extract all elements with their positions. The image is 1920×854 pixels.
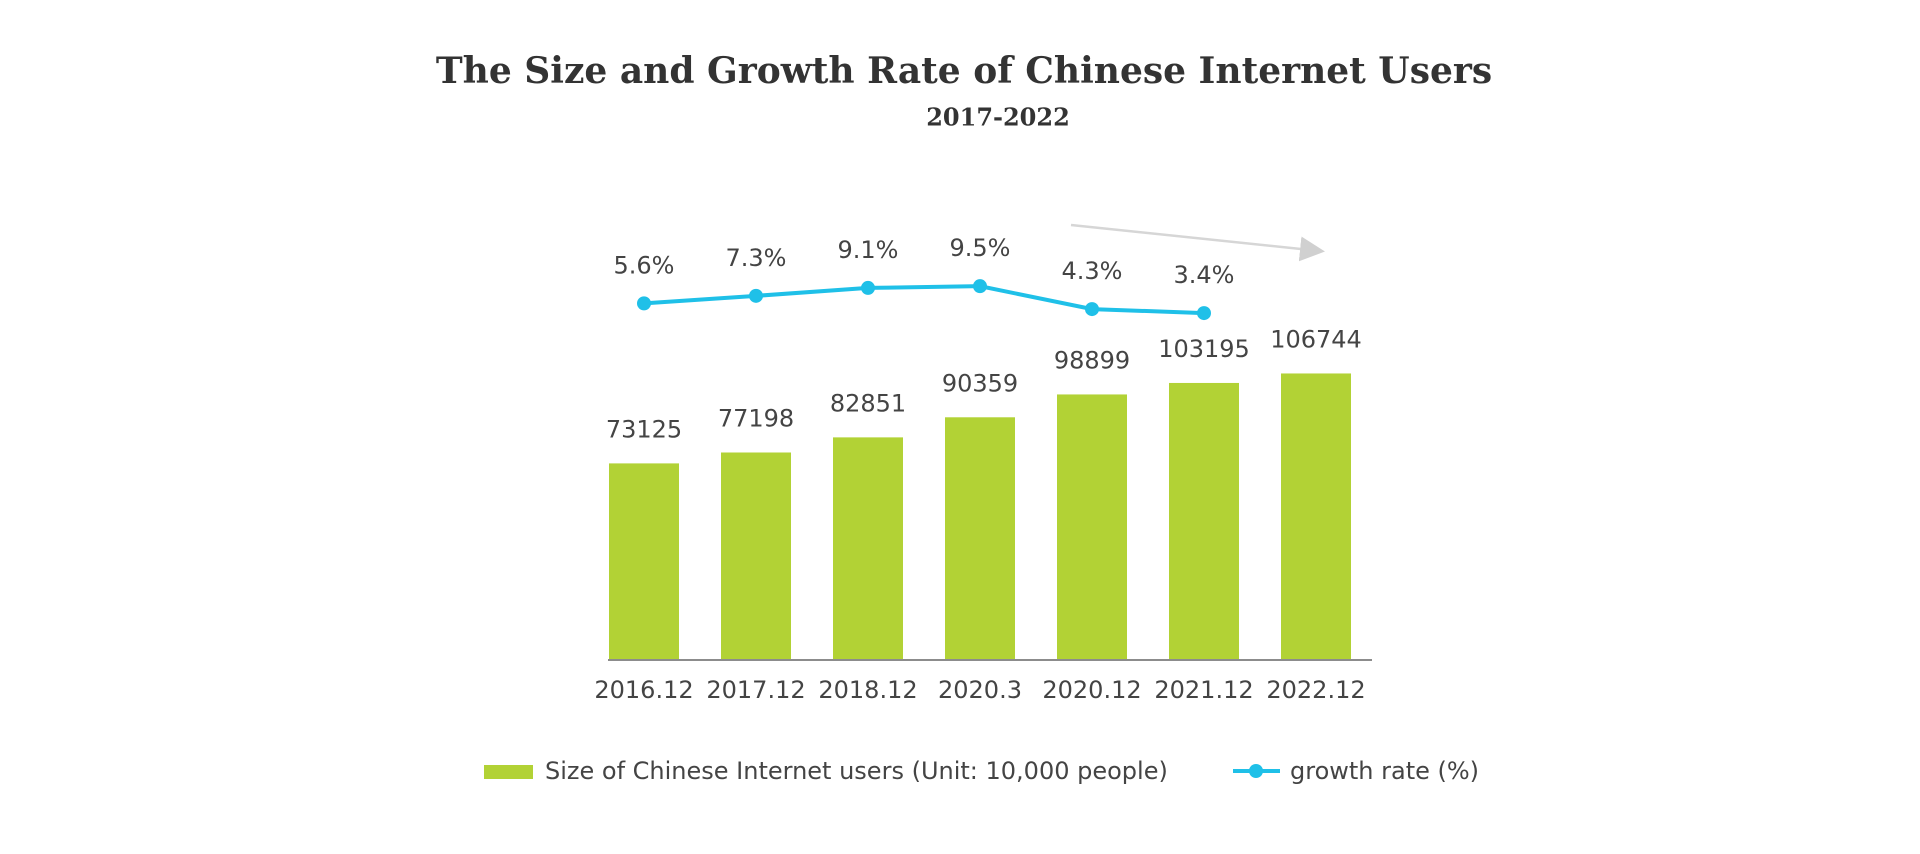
legend-label: growth rate (%) xyxy=(1290,757,1479,785)
bar xyxy=(609,463,679,659)
bar xyxy=(1281,373,1351,659)
legend-swatch xyxy=(484,765,533,779)
x-tick-label: 2018.12 xyxy=(818,676,917,704)
bar xyxy=(945,417,1015,659)
growth-point xyxy=(637,296,651,311)
chart-title: The Size and Growth Rate of Chinese Inte… xyxy=(436,50,1492,92)
bar xyxy=(721,452,791,659)
growth-point xyxy=(749,288,763,303)
data-label: 82851 xyxy=(830,389,906,417)
bar xyxy=(833,437,903,659)
x-tick-label: 2022.12 xyxy=(1266,676,1365,704)
data-label: 4.3% xyxy=(1062,257,1123,285)
data-label: 3.4% xyxy=(1174,261,1235,289)
data-label: 9.1% xyxy=(838,236,899,264)
bar xyxy=(1057,394,1127,659)
data-label: 90359 xyxy=(942,369,1018,397)
x-tick-label: 2021.12 xyxy=(1154,676,1253,704)
growth-point xyxy=(1197,306,1211,321)
data-label: 77198 xyxy=(718,404,794,432)
data-label: 98899 xyxy=(1054,346,1130,374)
data-label: 103195 xyxy=(1158,335,1250,363)
x-tick-label: 2016.12 xyxy=(594,676,693,704)
data-label: 7.3% xyxy=(726,244,787,272)
x-tick-label: 2020.3 xyxy=(938,676,1022,704)
growth-point xyxy=(861,280,875,295)
trend-arrow xyxy=(1070,223,1325,262)
chart-subtitle: 2017-2022 xyxy=(926,103,1070,132)
x-tick-label: 2017.12 xyxy=(706,676,805,704)
growth-line xyxy=(643,284,1205,316)
bar xyxy=(1169,382,1239,659)
data-label: 9.5% xyxy=(950,234,1011,262)
legend-swatch xyxy=(1249,764,1263,778)
legend-label: Size of Chinese Internet users (Unit: 10… xyxy=(545,757,1168,785)
data-label: 73125 xyxy=(606,415,682,443)
data-label: 5.6% xyxy=(614,251,675,279)
x-tick-label: 2020.12 xyxy=(1042,676,1141,704)
growth-point xyxy=(973,279,987,294)
growth-point xyxy=(1085,302,1099,317)
data-label: 106744 xyxy=(1270,325,1362,353)
